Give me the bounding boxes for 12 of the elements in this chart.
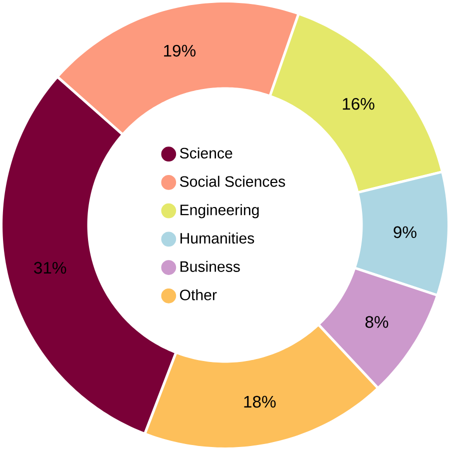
legend-label: Engineering <box>180 204 259 218</box>
legend-label: Humanities <box>180 232 254 244</box>
data-label: 16% <box>342 98 374 110</box>
legend-label: Social Sciences <box>180 176 286 187</box>
legend-label: Science <box>180 147 232 159</box>
legend-label: Business <box>180 260 240 272</box>
data-label: 8% <box>365 316 388 328</box>
legend-label: Other <box>180 289 217 300</box>
data-label: 9% <box>394 226 416 238</box>
data-label: 19% <box>164 44 196 57</box>
data-label: 18% <box>244 396 276 408</box>
data-label: 31% <box>34 262 66 274</box>
